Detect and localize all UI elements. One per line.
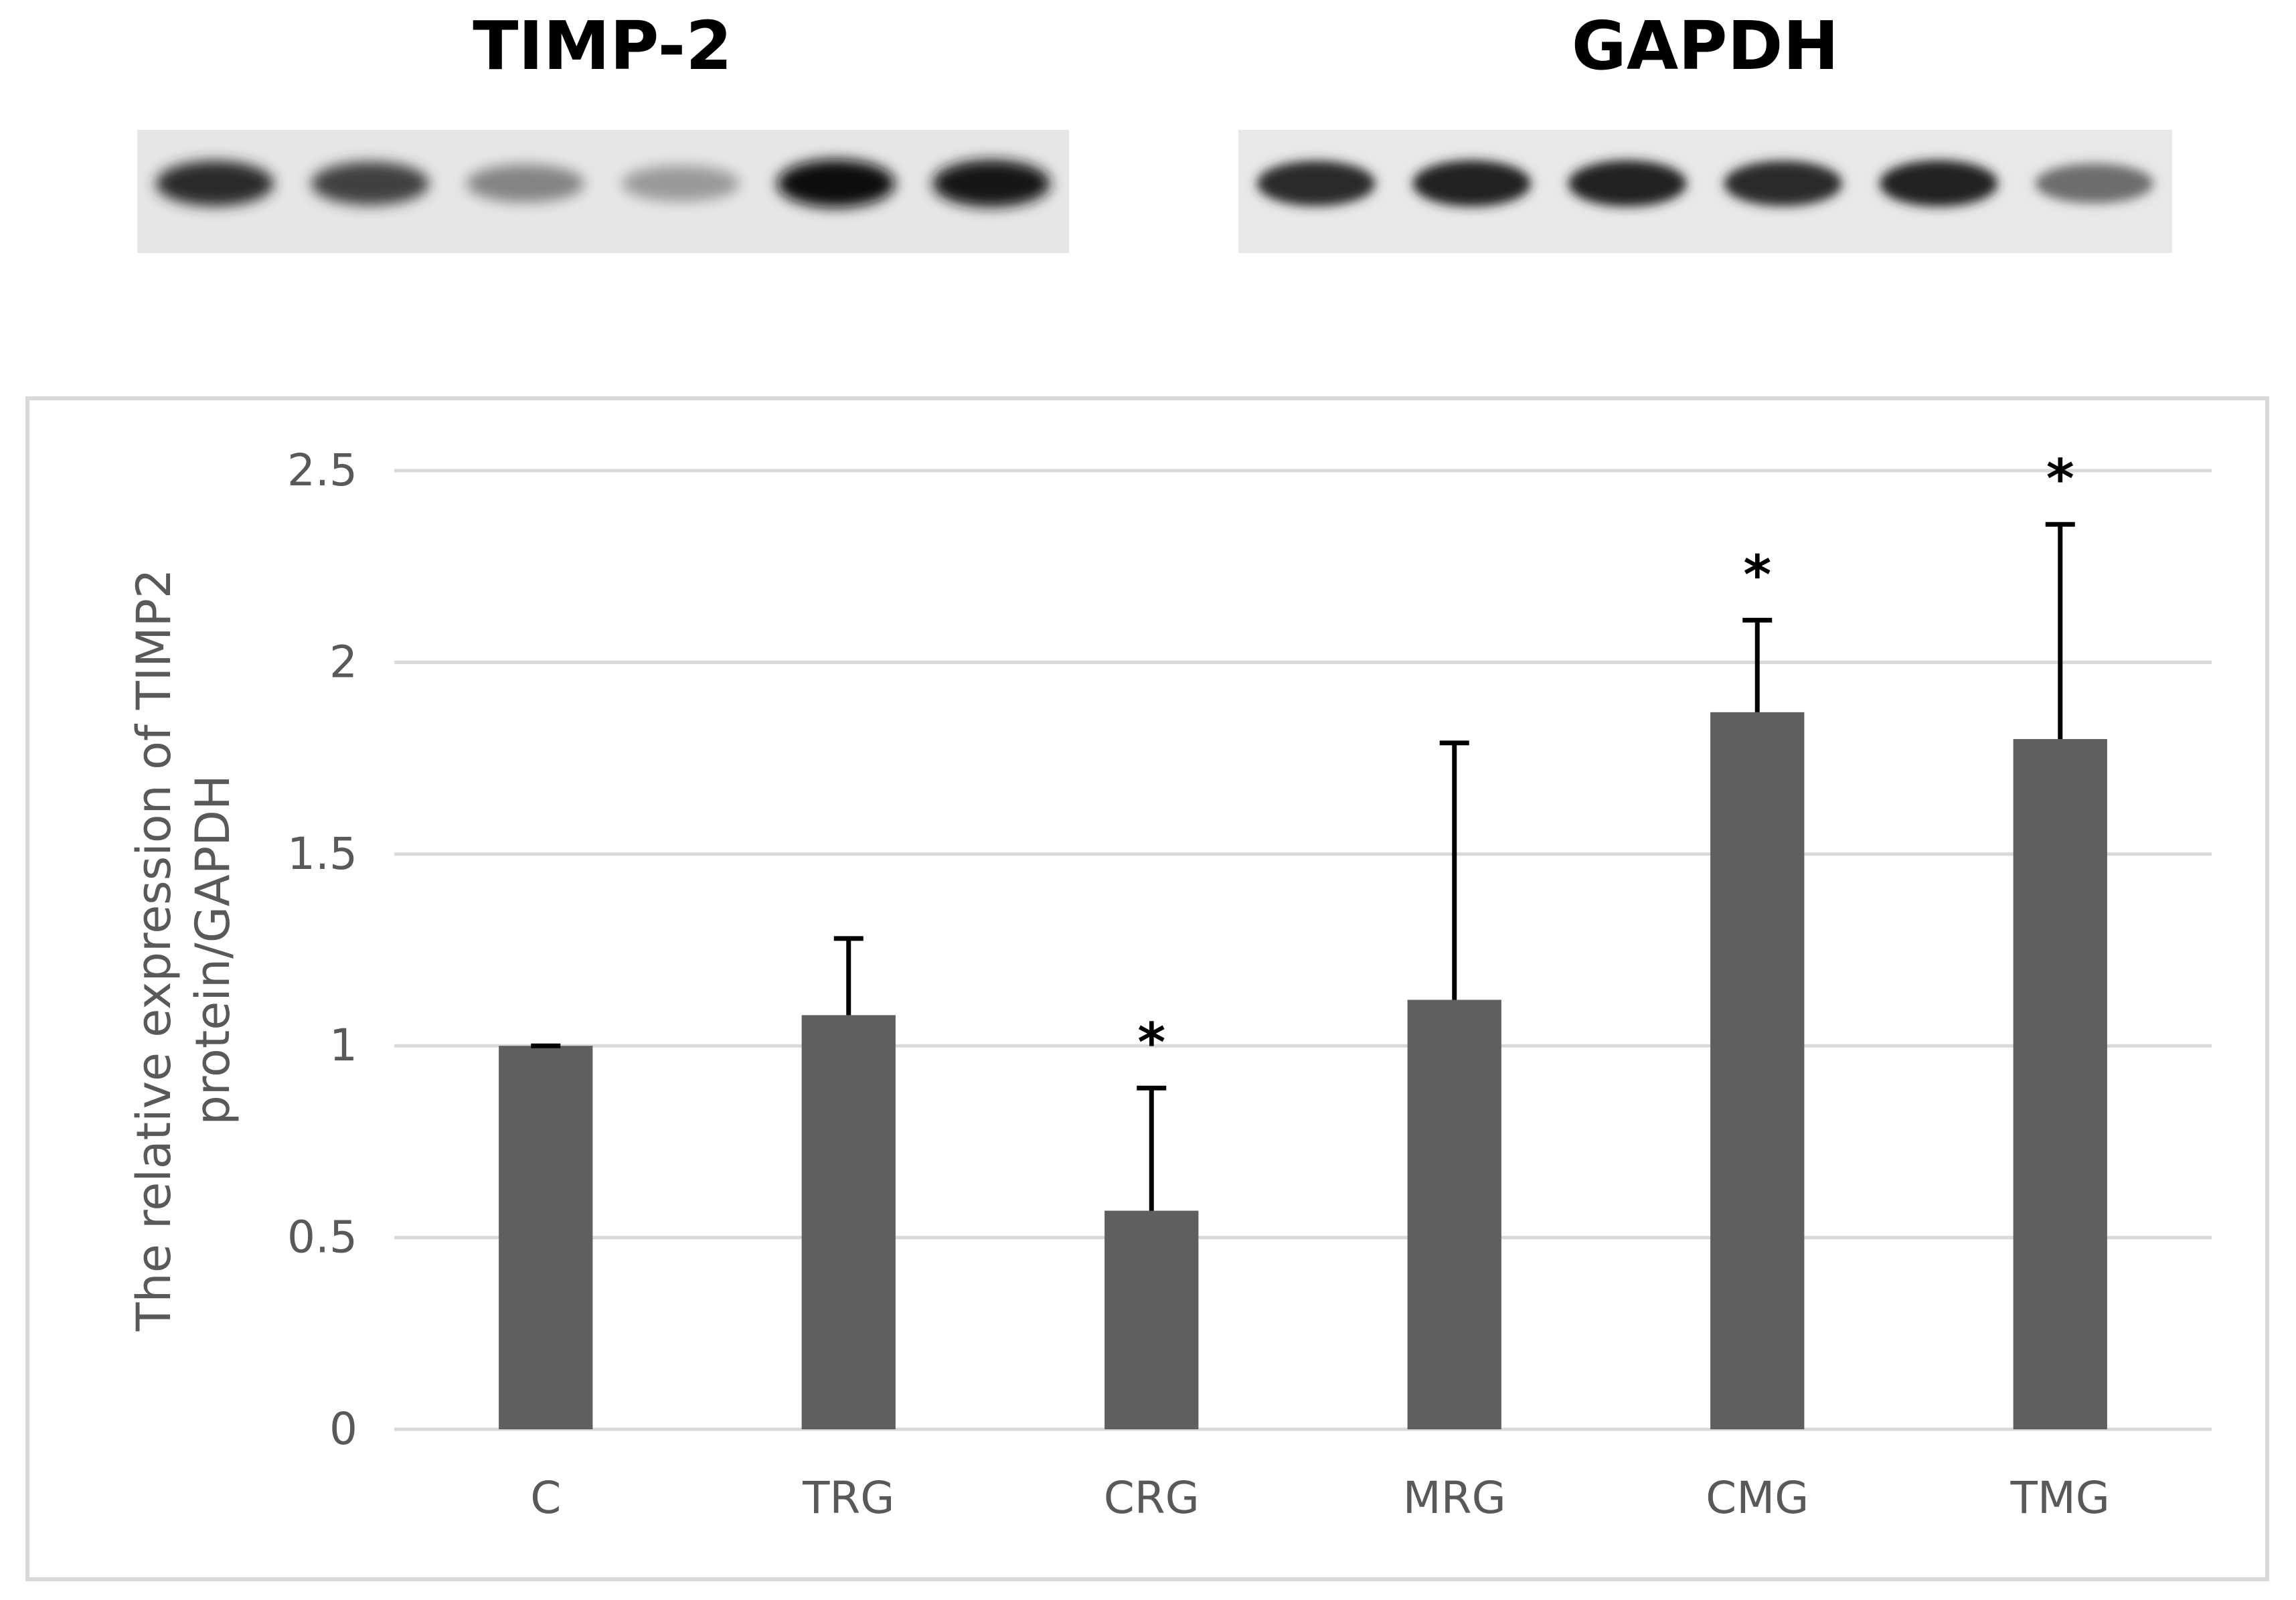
bar-c [499, 1046, 593, 1429]
x-tick-label: CMG [1706, 1472, 1809, 1524]
blot-band [155, 161, 274, 206]
blot-band [311, 161, 430, 206]
y-tick-label: 1.5 [287, 828, 357, 880]
x-tick-label: MRG [1403, 1472, 1506, 1524]
blot-band [1724, 161, 1843, 206]
significance-mark: * [1743, 544, 1771, 606]
y-axis-title-line: protein/GAPDH [185, 775, 240, 1125]
x-tick-label: TRG [802, 1472, 894, 1524]
y-tick-labels: 0 0.5 1 1.5 2 2.5 [287, 445, 357, 1455]
blot-band [932, 159, 1051, 208]
chart-frame: * * * 0 0.5 1 1.5 2 2.5 C TRG CRG MRG CMG TMG The re… [25, 396, 2269, 1581]
blot-background [1238, 130, 2172, 253]
blot-band [621, 165, 740, 202]
blot-background [137, 130, 1069, 253]
blot-band [1256, 161, 1376, 206]
error-bars [531, 522, 2075, 1211]
y-axis-title-line: The relative expression of TIMP2 [127, 569, 181, 1332]
bar-chart: * * * 0 0.5 1 1.5 2 2.5 C TRG CRG MRG CMG TMG The re… [127, 445, 2212, 1524]
blot-band [466, 164, 585, 203]
blot-band [1879, 160, 1998, 207]
bar-cmg [1710, 712, 1805, 1429]
bar-mrg [1407, 999, 1501, 1429]
x-tick-labels: C TRG CRG MRG CMG TMG [530, 1472, 2110, 1524]
significance-mark: * [1137, 1012, 1165, 1074]
significance-mark: * [2046, 448, 2074, 510]
y-tick-label: 1 [329, 1020, 357, 1071]
blot-band [2035, 163, 2154, 204]
blot-title-timp2: TIMP-2 [473, 7, 732, 85]
y-tick-label: 2 [329, 636, 357, 688]
western-blot-gapdh [1238, 130, 2172, 253]
blot-band [1412, 160, 1532, 207]
x-tick-label: TMG [2010, 1472, 2110, 1524]
y-tick-label: 2.5 [287, 445, 357, 496]
y-axis-title: The relative expression of TIMP2protein/… [127, 569, 240, 1332]
y-axis-title-text: The relative expression of TIMP2protein/… [127, 569, 240, 1332]
bar-tmg [2013, 738, 2107, 1429]
blot-band [1568, 160, 1687, 207]
y-tick-label: 0 [329, 1403, 357, 1455]
y-tick-label: 0.5 [287, 1212, 357, 1263]
gridlines [394, 469, 2212, 1431]
bars [499, 712, 2107, 1429]
bar-crg [1104, 1210, 1199, 1429]
western-blot-timp2 [137, 130, 1069, 253]
blot-title-gapdh: GAPDH [1571, 7, 1839, 85]
x-tick-label: CRG [1104, 1472, 1200, 1524]
bar-trg [801, 1015, 896, 1429]
blot-band [776, 159, 896, 208]
x-tick-label: C [530, 1472, 561, 1524]
significance-marks: * * * [1137, 448, 2074, 1074]
